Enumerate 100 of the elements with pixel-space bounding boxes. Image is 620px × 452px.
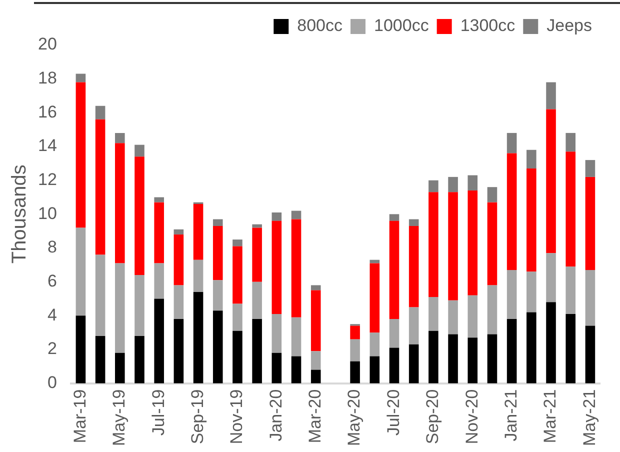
bar — [310, 285, 321, 290]
bar — [174, 229, 184, 234]
bar — [310, 351, 321, 370]
bar — [389, 220, 400, 320]
bar — [428, 192, 438, 298]
y-tick-label: 8 — [47, 238, 57, 257]
bar — [134, 156, 144, 276]
bar — [115, 263, 125, 353]
bar — [193, 260, 204, 292]
bar — [468, 190, 478, 296]
bar — [546, 302, 556, 384]
bar — [272, 220, 282, 314]
bar — [212, 310, 223, 384]
y-tick-label: 18 — [38, 68, 57, 88]
bar — [389, 319, 400, 348]
bar — [212, 226, 223, 280]
bar — [252, 319, 262, 384]
bar — [585, 270, 596, 326]
bar — [468, 175, 478, 190]
y-tick-label: 10 — [38, 204, 57, 223]
bar — [468, 295, 478, 338]
y-tick-label: 0 — [47, 373, 57, 392]
bar — [526, 312, 536, 384]
bar — [408, 219, 419, 226]
bar — [506, 270, 517, 320]
bar — [487, 202, 498, 286]
y-tick-label: 16 — [38, 102, 57, 122]
bar — [468, 338, 478, 384]
x-tick-label: Nov-20 — [462, 389, 482, 444]
legend-label: 800cc — [297, 16, 343, 36]
x-tick-label: May-20 — [344, 389, 364, 446]
bar — [193, 204, 204, 260]
bar — [566, 314, 576, 384]
legend-label: 1000cc — [374, 16, 430, 36]
bar — [350, 339, 360, 362]
bar — [448, 192, 458, 300]
x-tick-label: Mar-20 — [306, 389, 325, 444]
bar — [546, 82, 556, 110]
bar — [174, 285, 184, 320]
bar — [115, 352, 125, 384]
bar — [134, 275, 144, 336]
bar — [506, 132, 517, 154]
bar — [585, 176, 596, 270]
bar — [370, 260, 380, 264]
y-tick-label: 2 — [47, 339, 57, 358]
y-axis-title: Thousands — [8, 164, 31, 264]
bar — [370, 332, 380, 356]
bar — [566, 132, 576, 152]
x-tick-label: Sep-20 — [423, 389, 442, 444]
bar — [350, 326, 360, 340]
bar — [428, 330, 438, 384]
x-tick-label: Jul-20 — [384, 389, 403, 436]
bar — [546, 109, 556, 254]
y-tick-label: 12 — [38, 170, 57, 190]
bar — [134, 144, 144, 157]
bar — [252, 224, 262, 228]
bar — [193, 292, 204, 384]
bar — [76, 74, 86, 82]
bar — [291, 219, 302, 318]
bar — [585, 326, 596, 384]
y-tick-label: 4 — [47, 305, 57, 324]
legend-label: 1300cc — [460, 16, 516, 36]
bar — [389, 348, 400, 384]
bar — [487, 187, 498, 202]
bar — [310, 370, 321, 384]
bar — [272, 314, 282, 353]
bar — [408, 344, 419, 384]
bar — [272, 212, 282, 221]
bar — [95, 336, 106, 384]
bar — [526, 168, 536, 272]
bar — [448, 176, 458, 192]
bar — [389, 214, 400, 221]
bar — [95, 254, 106, 336]
x-tick-label: Jan-21 — [502, 389, 521, 442]
bar — [566, 152, 576, 267]
bar — [370, 356, 380, 384]
bar — [174, 319, 184, 384]
bar — [428, 180, 438, 192]
bar — [291, 356, 302, 384]
bar — [448, 300, 458, 334]
bar — [408, 226, 419, 308]
bar — [134, 336, 144, 384]
bar — [154, 263, 164, 299]
bar — [212, 219, 223, 226]
bar — [526, 272, 536, 312]
x-tick-label: May-19 — [110, 389, 129, 446]
bar — [408, 307, 419, 344]
bar — [95, 106, 106, 120]
y-tick-label: 14 — [38, 136, 57, 156]
bar — [506, 153, 517, 270]
bar — [154, 202, 164, 264]
bar — [370, 263, 380, 333]
bar — [487, 334, 498, 384]
bar — [115, 143, 125, 264]
x-tick-label: Jan-20 — [266, 389, 286, 442]
bar — [154, 298, 164, 384]
bar — [154, 197, 164, 202]
y-tick-label: 6 — [47, 272, 57, 291]
bar — [526, 150, 536, 168]
x-tick-label: Mar-21 — [540, 389, 560, 444]
